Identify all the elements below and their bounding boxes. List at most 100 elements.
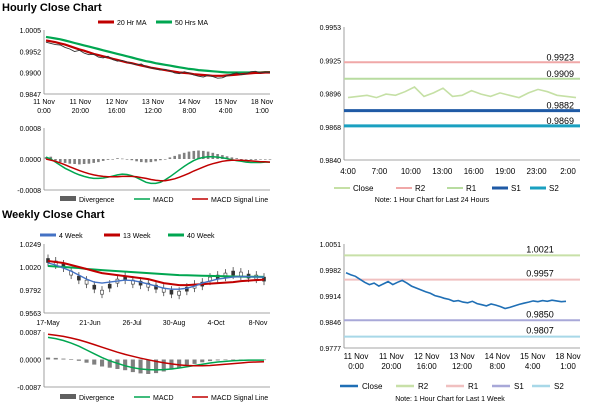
hourly-20hr-ma-line [45,39,270,77]
weekly-candle-body [92,284,97,290]
weekly-candle-body [231,270,235,276]
weekly-levels-x-tick-label: 12 Nov 16:00 [414,352,439,371]
hourly-macd-divergence-bar [163,159,167,160]
weekly-levels-x-tick-label: 18 Nov 1:00 [555,352,580,371]
weekly-price-y-tick-label: 0.9563 [20,311,42,318]
hourly-macd-divergence-bar [225,156,229,159]
hourly-macd-divergence-bar [206,151,210,159]
hourly-macd-divergence-bar [249,159,253,160]
hourly-levels-x-tick-label: 23:00 [527,167,548,176]
weekly-macd-line [47,336,264,371]
hourly-macd-divergence-bar [197,150,200,159]
weekly-macd-divergence-bar [184,359,189,366]
weekly-macd-divergence-bar [177,359,182,368]
weekly-price-x-tick-label: 8-Nov [249,320,268,327]
weekly-chart-title: Weekly Close Chart [2,209,105,221]
weekly-levels-x-tick-label: 15 Nov 4:00 [520,352,545,371]
weekly-macd-divergence-bar [107,359,112,368]
hourly-levels-x-tick-label: 13:00 [432,167,453,176]
hourly-macd-divergence-bar [87,159,91,164]
weekly-legend-divergence-swatch [60,394,76,399]
weekly-macd-divergence-bar [100,359,105,367]
weekly-macd-y-tick-label: -0.0087 [17,385,41,392]
hourly-macd-divergence-bar [125,159,129,160]
hourly-levels-x-tick-label: 7:00 [372,167,388,176]
weekly-levels-x-tick-label: 11 Nov 0:00 [344,352,369,371]
weekly-macd-divergence-bar [262,359,267,361]
hourly-macd-y-tick-label: -0.0008 [17,188,41,195]
hourly-macd-divergence-bar [178,154,181,159]
weekly-macd-divergence-bar [231,359,236,361]
hourly-legend-20hr-ma-label: 20 Hr MA [117,20,147,27]
hourly-macd-divergence-bar [187,151,191,159]
weekly-candle-body [100,289,104,295]
weekly-macd-divergence-bar [138,359,143,374]
hourly-macd-divergence-bar [144,159,148,163]
hourly-macd-signal-line [45,158,271,182]
hourly-macd-divergence-bar [101,159,105,161]
hourly-levels-legend-r1-label: R1 [466,184,477,193]
weekly-price-x-tick-label: 21-Jun [79,320,101,327]
weekly-price-x-tick-label: 26-Jul [122,320,142,327]
hourly-price-x-tick-label: 11 Nov 20:00 [69,99,91,115]
hourly-macd-divergence-bar [221,155,224,159]
weekly-candle-body [177,290,181,296]
weekly-price-x-tick-label: 4-Oct [207,320,224,327]
hourly-price-x-tick-label: 15 Nov 4:00 [215,99,238,115]
hourly-level-r1-label: 0.9909 [546,69,574,79]
hourly-legend-divergence-label: Divergence [79,197,115,204]
hourly-macd-y-tick-label: 0.0008 [20,126,42,133]
weekly-levels-close-line [345,272,567,310]
hourly-macd-divergence-bar [135,159,138,162]
hourly-macd-divergence-bar [82,159,86,164]
hourly-levels-x-tick-label: 10:00 [401,167,422,176]
hourly-legend-50hrs-ma-label: 50 Hrs MA [175,20,208,27]
hourly-macd-divergence-bar [168,157,172,159]
weekly-price-y-tick-label: 1.0020 [20,265,42,272]
hourly-macd-divergence-bar [182,152,186,159]
hourly-macd-divergence-bar [192,150,196,159]
hourly-price-y-tick-label: 0.9952 [20,49,42,56]
weekly-macd-divergence-bar [200,359,205,363]
hourly-macd-y-tick-label: 0.0000 [20,157,42,164]
hourly-levels-y-tick-label: 0.9925 [320,58,342,65]
hourly-macd-divergence-bar [111,159,114,160]
weekly-macd-divergence-bar [76,359,81,361]
hourly-macd-divergence-bar [63,159,67,163]
hourly-macd-divergence-bar [235,158,238,159]
weekly-legend-40-week-label: 40 Week [187,233,215,240]
hourly-legend-macd-label: MACD [153,197,174,204]
hourly-level-s2-label: 0.9869 [546,116,574,126]
weekly-levels-legend-r1-label: R1 [468,382,479,391]
weekly-candle-body [84,279,89,285]
hourly-macd-divergence-bar [92,159,95,163]
weekly-levels-legend-s1-label: S1 [514,382,524,391]
hourly-legend-divergence-swatch [60,196,76,201]
hourly-price-x-tick-label: 18 Nov 1:00 [251,99,274,115]
weekly-level-r2-label: 1.0021 [526,244,554,254]
hourly-levels-y-tick-label: 0.9953 [320,25,342,32]
weekly-macd-divergence-bar [123,359,128,371]
weekly-macd-divergence-bar [92,359,97,365]
weekly-levels-x-tick-label: 14 Nov 8:00 [485,352,510,371]
hourly-price-y-tick-label: 0.9900 [20,71,42,78]
hourly-levels-x-tick-label: 19:00 [495,167,516,176]
hourly-close-line [45,41,271,79]
weekly-candle-body [239,271,243,277]
hourly-level-r2-label: 0.9923 [546,52,574,62]
weekly-level-s1-label: 0.9850 [526,309,554,319]
weekly-13-week-line [47,260,265,287]
hourly-macd-divergence-bar [44,157,48,159]
hourly-macd-divergence-bar [244,159,248,160]
hourly-macd-divergence-bar [68,159,72,164]
hourly-macd-divergence-bar [130,159,134,161]
hourly-price-x-tick-label: 11 Nov 0:00 [33,99,55,115]
weekly-legend-macd-signal-label: MACD Signal Line [211,395,268,402]
weekly-levels-y-tick-label: 0.9982 [320,268,342,275]
hourly-macd-divergence-bar [149,159,153,163]
hourly-levels-x-tick-label: 16:00 [464,167,485,176]
hourly-levels-y-tick-label: 0.9868 [320,125,342,132]
weekly-macd-divergence-bar [215,359,220,361]
hourly-levels-legend-close-label: Close [353,184,374,193]
